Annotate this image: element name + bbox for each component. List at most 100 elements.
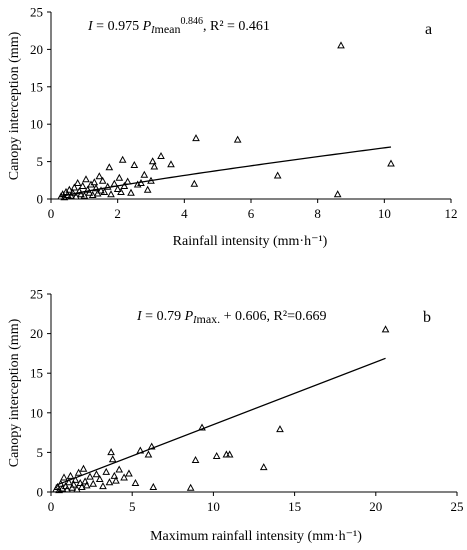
equation-variable-subscript: I	[192, 315, 197, 326]
y-tick-label: 25	[30, 287, 43, 302]
data-point	[113, 184, 122, 192]
x-tick-label: 0	[48, 206, 55, 221]
y-tick-label: 20	[30, 42, 43, 57]
data-point	[55, 486, 63, 494]
data-point	[81, 477, 89, 485]
data-point	[259, 463, 268, 471]
data-point	[97, 186, 105, 194]
x-tick-label: 4	[181, 206, 188, 221]
data-point	[110, 179, 119, 187]
data-point	[82, 481, 91, 489]
data-point	[65, 185, 74, 193]
data-point	[115, 465, 124, 473]
data-point	[140, 170, 149, 178]
x-tick-label: 6	[248, 206, 255, 221]
data-point	[71, 475, 80, 483]
data-point	[68, 188, 77, 196]
equation-lhs: I	[87, 19, 94, 34]
y-tick-label: 20	[30, 326, 43, 341]
data-point	[123, 177, 132, 185]
y-axis-label: Canopy interception (mm)	[7, 31, 22, 180]
data-point	[137, 178, 145, 186]
panel-letter: a	[425, 21, 432, 38]
data-point	[60, 473, 68, 481]
y-tick-label: 15	[30, 366, 43, 381]
y-axis-label: Canopy interception (mm)	[7, 318, 22, 467]
data-point	[148, 157, 157, 165]
x-tick-label: 20	[369, 499, 382, 514]
data-point	[65, 478, 73, 486]
data-point	[79, 464, 88, 472]
data-point	[127, 188, 135, 196]
data-point	[273, 171, 282, 179]
data-point	[63, 190, 72, 198]
chart-panel-b: 0 5 10 15 20 25 0 5 10 15 20 25 Maximum rainfall int…	[7, 287, 464, 545]
data-point	[82, 175, 90, 183]
x-axis-label: Maximum rainfall intensity (mm·h⁻¹)	[150, 529, 362, 544]
data-point	[88, 190, 97, 198]
data-point	[98, 176, 107, 184]
equation-variable: P	[142, 19, 152, 34]
data-point	[103, 182, 112, 190]
data-point	[115, 173, 124, 181]
data-point	[118, 155, 127, 163]
y-tick-label: 5	[37, 445, 44, 460]
data-point	[100, 187, 109, 195]
y-tick-label: 5	[37, 154, 44, 169]
data-point	[92, 184, 100, 192]
x-axis-label: Rainfall intensity (mm·h⁻¹)	[173, 234, 328, 249]
x-tick-label: 10	[378, 206, 391, 221]
data-point	[120, 473, 128, 481]
data-point	[78, 482, 86, 490]
data-point	[73, 485, 81, 493]
equation-variable-suffix: mean	[154, 22, 180, 36]
x-tick-label: 2	[114, 206, 121, 221]
data-point	[74, 468, 83, 476]
data-point	[112, 476, 120, 484]
data-point	[191, 455, 200, 464]
data-point	[157, 152, 165, 160]
x-tick-label: 12	[445, 206, 458, 221]
y-tick-label: 0	[37, 485, 44, 500]
data-point	[95, 474, 104, 483]
y-tick-label: 0	[37, 192, 44, 207]
data-point	[147, 442, 156, 450]
data-point	[110, 471, 119, 479]
data-point	[333, 190, 342, 198]
equation-exponent: 0.846	[180, 16, 203, 27]
x-tick-label: 0	[48, 499, 55, 514]
data-point	[233, 135, 242, 143]
data-point	[70, 183, 79, 191]
data-point	[120, 181, 129, 189]
y-tick-label: 25	[30, 5, 43, 20]
data-point	[77, 190, 85, 198]
data-point	[66, 471, 75, 479]
y-tick-label: 10	[30, 405, 43, 420]
data-point	[147, 176, 155, 184]
data-point	[143, 185, 152, 193]
x-tick-label: 15	[288, 499, 301, 514]
data-point	[107, 448, 115, 456]
data-point	[167, 160, 175, 168]
data-point	[85, 188, 94, 196]
equation-variable: P	[184, 309, 194, 324]
data-point	[60, 193, 69, 201]
data-point	[144, 450, 153, 458]
equation-fit-stats: + 0.606, R²=0.669	[220, 309, 326, 324]
data-point	[107, 190, 115, 198]
data-point	[125, 469, 133, 477]
data-point	[72, 192, 80, 200]
equation-coefficient: = 0.975	[93, 19, 143, 34]
data-point	[63, 485, 72, 493]
data-point	[92, 470, 101, 478]
data-point	[108, 455, 117, 463]
data-point	[149, 482, 158, 490]
data-point	[225, 450, 234, 458]
data-point	[131, 478, 140, 486]
data-point	[198, 423, 206, 431]
equation-fit-stats: , R² = 0.461	[203, 19, 270, 34]
equation-variable-suffix: max.	[196, 312, 220, 326]
data-point	[190, 179, 199, 187]
data-point	[95, 172, 104, 180]
data-point	[56, 479, 65, 487]
